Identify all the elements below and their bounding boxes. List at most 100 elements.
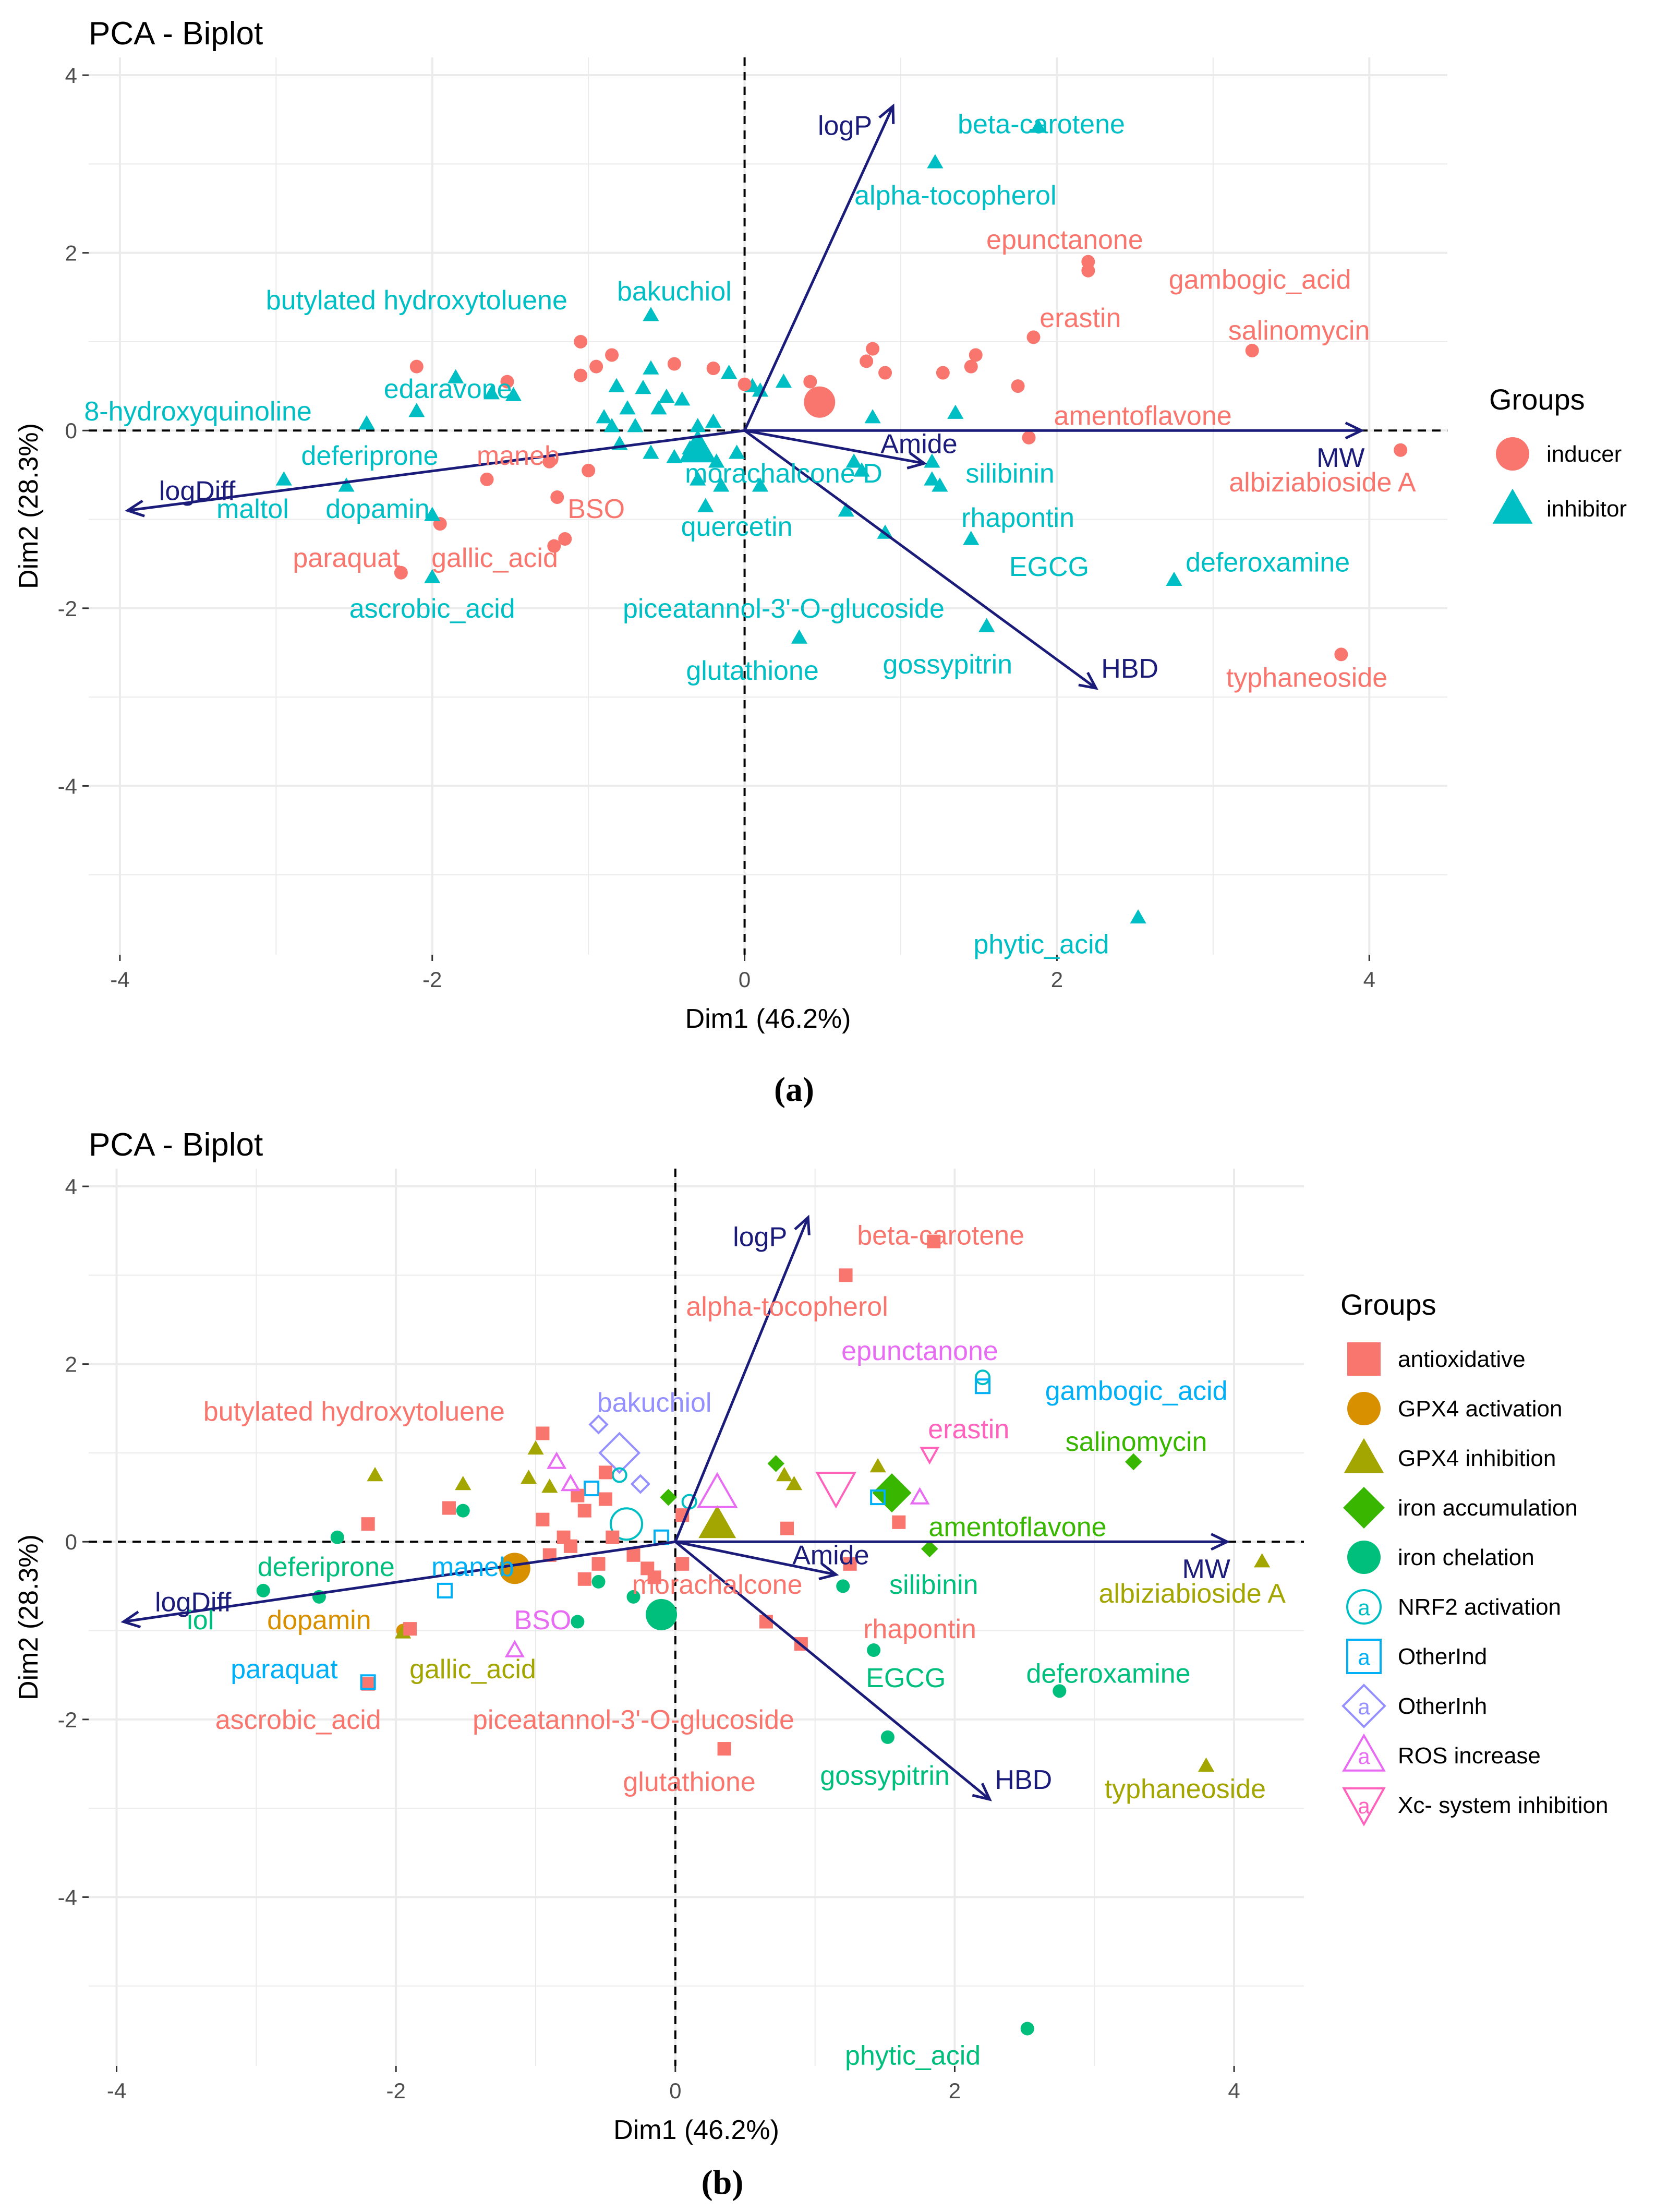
legend-key-inducer [1496,437,1529,471]
point-antioxidative [403,1622,417,1636]
vector-label-amide: Amide [792,1540,869,1570]
vector-label-logp: logP [818,111,872,141]
point-inducer [1334,647,1348,662]
label-albiziabioside-a: albiziabioside A [1229,467,1416,498]
legend-key-antioxidative [1347,1342,1381,1376]
point-ros-increase [696,1472,738,1508]
label-epunctanone: epunctanone [986,225,1143,255]
point-inducer [1026,330,1041,344]
point-gpx4-inhibition [455,1475,472,1490]
point-iron-chelation [1020,2022,1034,2036]
point-inducer [1011,379,1025,393]
point-inhibitor [608,378,625,392]
label-gambogic-acid: gambogic_acid [1045,1376,1228,1406]
point-iron-accumulation [1125,1453,1142,1471]
figure-caption: (b) [702,2163,744,2202]
point-inhibitor [845,453,862,468]
point-iron-chelation [880,1730,895,1744]
point-otherind [437,1582,453,1598]
point-inhibitor [791,629,807,644]
label-paraquat: paraquat [293,543,400,573]
point-otherinh [588,1414,609,1435]
x-tick-label: 4 [1228,2078,1240,2103]
point-inhibitor [924,471,940,486]
point-inhibitor [697,498,714,512]
y-tick-label: -2 [58,1708,77,1732]
point-inducer [394,566,408,580]
plot-area [89,1169,1304,2066]
vector-hbd [744,429,1097,690]
point-gpx4-inhibition [1254,1553,1271,1568]
x-axis-title: Dim1 (46.2%) [685,1004,851,1034]
point-nrf2-activation [610,1507,644,1541]
vector-label-hbd: HBD [1101,654,1158,684]
label-gallic-acid: gallic_acid [431,543,558,573]
point-inhibitor [775,373,792,388]
point-inhibitor [658,388,675,403]
point-iron-chelation [456,1504,470,1518]
label-maneb: maneb [431,1552,514,1582]
point-iron-chelation [836,1579,850,1593]
label-quercetin: quercetin [681,512,793,542]
point-xc-system-inhibition [815,1472,857,1509]
legend-item-inhibitor: inhibitor [1546,496,1627,522]
point-nrf2-activation [975,1369,991,1386]
point-otherind [584,1481,600,1497]
point-inhibitor [619,400,636,415]
label-ascrobic-acid: ascrobic_acid [349,594,515,624]
point-inducer [860,354,874,368]
legend: Groups antioxidative GPX4 activation GPX4 i… [1340,1288,1608,1826]
label-iol: iol [187,1605,214,1636]
point-inducer [667,357,681,371]
point-inhibitor [752,477,769,492]
point-inhibitor [932,477,948,492]
vector-amide [744,429,925,465]
point-inducer [574,368,588,382]
point-iron-chelation [591,1574,606,1589]
point-otherind [870,1489,886,1506]
point-gpx4-inhibition [1198,1757,1215,1772]
point-inhibitor [705,413,722,428]
point-inducer [866,342,880,356]
x-tick-label: 0 [669,2078,681,2103]
point-antioxidative [892,1515,906,1529]
label-dopamin: dopamin [267,1605,371,1636]
point-antioxidative [591,1557,606,1571]
point-iron-chelation [571,1615,585,1629]
point-antioxidative [606,1530,620,1544]
y-tick-label: 0 [65,1530,77,1554]
point-inducer [1394,443,1408,457]
point-inducer [804,386,836,418]
point-inducer [547,539,561,553]
data-points [256,1234,1271,2036]
point-antioxidative [843,1557,857,1571]
legend-title: Groups [1340,1288,1436,1321]
legend-key-glyph: a [1358,1595,1370,1620]
label-beta-carotene: beta-carotene [857,1221,1024,1251]
point-antioxidative [442,1501,456,1515]
vector-arrowhead [1078,671,1098,690]
y-tick-label: -4 [58,1885,77,1909]
legend-key-iron-accumulation [1343,1487,1385,1529]
point-gpx4-inhibition [541,1478,558,1493]
label-paraquat: paraquat [231,1654,338,1685]
label-silibinin: silibinin [965,459,1055,489]
point-iron-accumulation [767,1455,784,1472]
vector-label-hbd: HBD [995,1765,1052,1795]
point-inducer [409,359,424,374]
point-inducer [558,532,572,546]
biplot-panel-a: PCA - Biplot -4 -2 0 2 4 -4 -2 0 2 4 Dim1 (46.2%) Di… [14,16,1627,1109]
label-deferoxamine: deferoxamine [1186,547,1350,578]
label-amentoflavone: amentoflavone [928,1512,1106,1542]
point-inducer [589,359,603,374]
label-phytic-acid: phytic_acid [973,930,1109,960]
point-iron-chelation [330,1530,344,1544]
point-inhibitor [627,418,644,432]
legend-key-iron-chelation [1347,1541,1381,1574]
y-tick-label: -2 [58,596,77,621]
legend-item-ros-increase: ROS increase [1398,1743,1541,1769]
point-inhibitor [978,618,995,632]
label-typhaneoside: typhaneoside [1105,1774,1266,1805]
point-inhibitor [1130,909,1146,924]
